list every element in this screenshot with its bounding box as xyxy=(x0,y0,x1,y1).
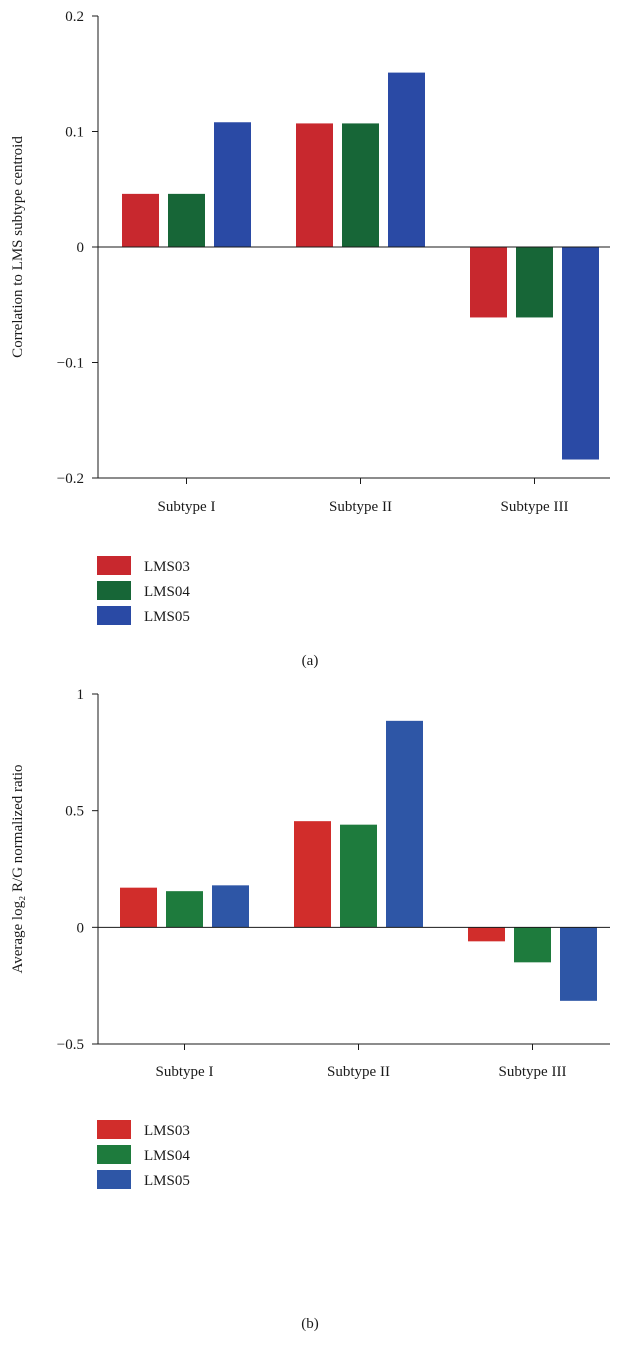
panel-a-y-tick-label-3: −0.1 xyxy=(57,356,84,372)
panel-a-legend-label-lms04: LMS04 xyxy=(144,584,190,600)
panel-b-bar-lms03-2 xyxy=(294,821,331,928)
panel-b-caption: (b) xyxy=(301,1316,319,1332)
panel-a-legend-swatch-lms03 xyxy=(97,556,131,575)
panel-a-legend-swatch-lms04 xyxy=(97,581,131,600)
panel-b-bar-lms05-3 xyxy=(560,927,597,1001)
panel-a-y-axis-title: Correlation to LMS subtype centroid xyxy=(10,136,26,358)
panel-b-y-tick-label-3: −0.5 xyxy=(57,1037,84,1053)
panel-b-bar-lms05-2 xyxy=(386,720,423,928)
panel-a-legend-label-lms03: LMS03 xyxy=(144,559,190,575)
panel-b-legend-label-lms04: LMS04 xyxy=(144,1148,190,1164)
panel-b-legend-swatch-lms04 xyxy=(97,1145,131,1164)
panel-b-legend-swatch-lms03 xyxy=(97,1120,131,1139)
panel-a-category-label-2: Subtype II xyxy=(329,499,392,515)
panel-b-bar-lms03-1 xyxy=(120,887,157,928)
panel-b-legend-label-lms03: LMS03 xyxy=(144,1123,190,1139)
panel-b-y-tick-label-2: 0 xyxy=(77,920,85,936)
panel-a-y-tick-label-2: 0 xyxy=(77,240,85,256)
panel-a-legend-label-lms05: LMS05 xyxy=(144,609,190,625)
panel-b-category-label-3: Subtype III xyxy=(499,1064,567,1080)
panel-a-category-label-3: Subtype III xyxy=(501,499,569,515)
panel-a-category-label-1: Subtype I xyxy=(158,499,216,515)
panel-b-bar-lms05-1 xyxy=(212,885,249,928)
panel-a-legend-swatch-lms05 xyxy=(97,606,131,625)
panel-b-category-label-2: Subtype II xyxy=(327,1064,390,1080)
panel-a-bar-lms04-3 xyxy=(516,247,553,318)
panel-a-bar-lms03-2 xyxy=(296,123,333,247)
panel-b-category-label-1: Subtype I xyxy=(156,1064,214,1080)
panel-b-bar-lms04-1 xyxy=(166,891,203,928)
panel-b-y-axis-title: Average log₂ R/G normalized ratio xyxy=(10,764,26,973)
panel-b-legend-swatch-lms05 xyxy=(97,1170,131,1189)
panel-a-y-tick-label-0: 0.2 xyxy=(65,9,84,25)
panel-b-bar-lms03-3 xyxy=(468,927,505,942)
panel-a-bar-lms03-1 xyxy=(122,193,159,247)
panel-a-y-tick-label-4: −0.2 xyxy=(57,471,84,487)
panel-b-bar-lms04-3 xyxy=(514,927,551,963)
panel-a-bar-lms05-1 xyxy=(214,122,251,247)
panel-b-y-tick-label-1: 0.5 xyxy=(65,804,84,820)
panel-a-y-tick-label-1: 0.1 xyxy=(65,125,84,141)
panel-a-bar-lms04-1 xyxy=(168,193,205,247)
panel-a-bar-lms03-3 xyxy=(470,247,507,318)
panel-b-y-tick-label-0: 1 xyxy=(77,687,85,703)
panel-b-legend-label-lms05: LMS05 xyxy=(144,1173,190,1189)
panel-a-bar-lms05-2 xyxy=(388,72,425,247)
panel-b-bar-lms04-2 xyxy=(340,824,377,928)
panel-a-bar-lms05-3 xyxy=(562,247,599,460)
panel-a-bar-lms04-2 xyxy=(342,123,379,247)
panel-a-caption: (a) xyxy=(302,653,319,669)
